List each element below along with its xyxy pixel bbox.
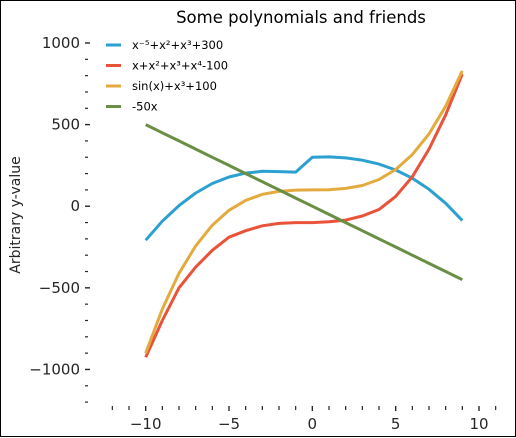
x-tick-label: 0 [308,415,318,433]
chart-title: Some polynomials and friends [176,8,426,27]
x-axis-major-ticks: −10 −5 0 5 10 [130,406,489,433]
y-axis-label: Arbitrary y-value [8,156,24,273]
y-tick-label: 500 [51,116,80,134]
legend-label: x⁻⁵+x²+x³+300 [132,38,223,52]
series-line-2 [144,73,464,358]
y-axis-major-ticks: 1000 500 0 −500 −1000 [29,34,90,378]
x-tick-label: −10 [130,415,162,433]
y-axis-minor-ticks [85,58,88,403]
y-tick-label: 0 [70,197,80,215]
series-line-1 [144,155,464,242]
y-tick-label: 1000 [42,34,80,52]
legend-label: x+x²+x³+x⁴-100 [132,59,228,73]
legend: x⁻⁵+x²+x³+300 x+x²+x³+x⁴-100 sin(x)+x³+100… [106,38,228,114]
series-line-4 [145,123,463,282]
series-lines [144,70,464,358]
y-tick-label: −500 [39,279,80,297]
legend-label: -50x [132,100,158,114]
series-line-3 [144,70,464,354]
legend-label: sin(x)+x³+100 [132,79,217,93]
y-tick-label: −1000 [29,360,80,378]
x-axis-minor-ticks [111,406,497,410]
x-tick-label: 10 [469,415,488,433]
x-tick-label: −5 [218,415,240,433]
x-tick-label: 5 [391,415,401,433]
